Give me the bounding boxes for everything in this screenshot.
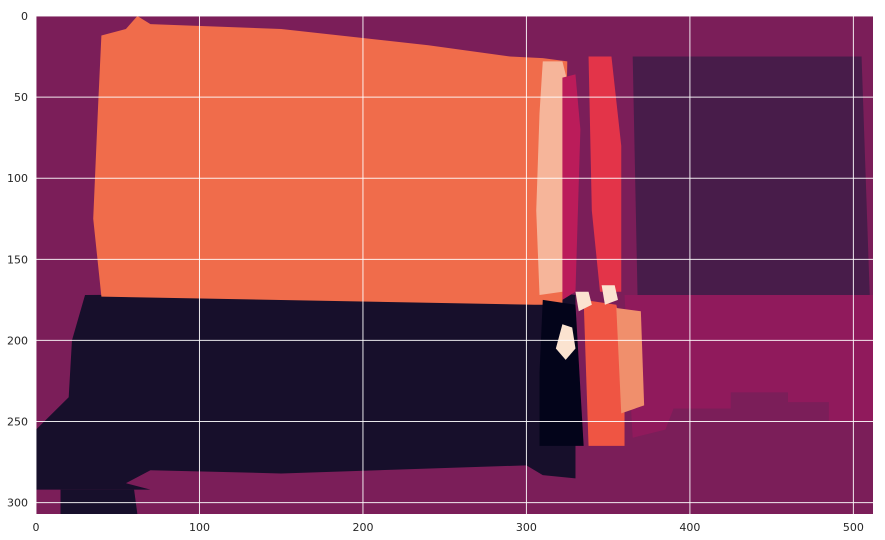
heatmap-region-orange [93, 16, 568, 305]
x-axis-ticks: 0 100 200 300 400 500 [33, 521, 864, 534]
heatmap-region-dark [36, 291, 576, 490]
heatmap-region-dark_purple [632, 56, 870, 299]
heatmap-region-red [588, 56, 622, 292]
grid-lines [35, 15, 873, 514]
heatmap-region-magenta [624, 295, 873, 438]
y-tick-label: 100 [7, 172, 28, 185]
x-tick-label: 0 [33, 521, 40, 534]
y-axis-ticks: 0 50 100 150 200 250 300 [7, 10, 28, 510]
x-tick-label: 200 [352, 521, 373, 534]
heatmap-region-dark [60, 489, 138, 514]
x-tick-label: 500 [843, 521, 864, 534]
y-tick-label: 50 [14, 91, 28, 104]
heatmap-region-salmon [616, 307, 645, 414]
y-tick-label: 200 [7, 334, 28, 347]
y-tick-label: 150 [7, 253, 28, 266]
x-tick-label: 400 [679, 521, 700, 534]
heatmap-region-light [601, 285, 618, 305]
y-tick-label: 0 [21, 10, 28, 23]
x-tick-label: 100 [189, 521, 210, 534]
y-tick-label: 250 [7, 416, 28, 429]
y-tick-label: 300 [7, 497, 28, 510]
x-tick-label: 300 [516, 521, 537, 534]
heatmap-region-orange_red [583, 299, 625, 446]
heatmap-region-crimson [562, 74, 581, 300]
heatmap-region-light [575, 291, 592, 312]
heatmap-regions [36, 16, 873, 514]
heatmap-region-light [555, 324, 576, 360]
